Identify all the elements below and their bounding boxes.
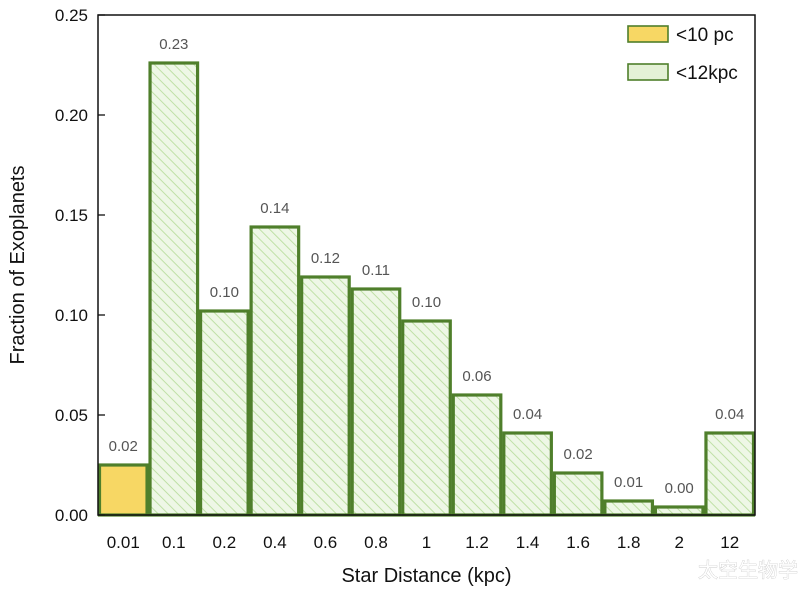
legend-label: <10 pc: [676, 25, 734, 46]
x-tick-label: 0.01: [107, 533, 140, 552]
x-axis: 0.01 0.1 0.2 0.4 0.6 0.8 1 1.2 1.4 1.6 1.8 2 12: [107, 533, 739, 552]
y-tick-label: 0.10: [55, 306, 88, 325]
plot-frame: [97, 14, 756, 516]
bar-value-label: 0.04: [513, 406, 542, 423]
bar-1: [401, 319, 452, 517]
bar-1_6: [552, 471, 604, 517]
x-tick-label: 0.2: [213, 533, 237, 552]
x-tick-label: 12: [720, 533, 739, 552]
y-tick-label: 0.00: [55, 506, 88, 525]
y-tick-label: 0.15: [55, 206, 88, 225]
bar-value-label: 0.02: [109, 438, 138, 455]
x-tick-label: 0.8: [364, 533, 388, 552]
y-axis-title: Fraction of Exoplanets: [7, 166, 29, 365]
bar-value-label: 0.00: [665, 480, 694, 497]
bars-group: [97, 61, 756, 517]
bar-1_8: [603, 499, 655, 517]
bar-value-label: 0.23: [159, 36, 188, 53]
bar-0_01: [97, 463, 149, 517]
bar-0_4: [249, 225, 301, 517]
y-axis: 0.00 0.05 0.10 0.15 0.20 0.25: [55, 6, 105, 525]
x-tick-label: 1.4: [516, 533, 540, 552]
bar-12: [704, 431, 756, 517]
y-tick-label: 0.25: [55, 6, 88, 25]
bar-value-label: 0.10: [210, 284, 239, 301]
bar-value-label: 0.14: [260, 200, 289, 217]
y-tick-label: 0.20: [55, 106, 88, 125]
bar-value-label: 0.12: [311, 250, 340, 267]
y-tick-label: 0.05: [55, 406, 88, 425]
bar-0_2: [198, 309, 250, 517]
bar-1_4: [502, 431, 553, 517]
x-axis-title: Star Distance (kpc): [341, 565, 511, 587]
bar-value-label: 0.02: [564, 446, 593, 463]
bar-value-label: 0.01: [614, 474, 643, 491]
bar-0_6: [300, 275, 351, 517]
watermark-text: 太空生物学: [698, 558, 798, 582]
x-tick-label: 1.2: [465, 533, 489, 552]
legend: <10 pc <12kpc: [627, 25, 738, 84]
x-tick-label: 0.6: [314, 533, 338, 552]
x-tick-label: 1: [422, 533, 431, 552]
x-tick-label: 0.4: [263, 533, 287, 552]
bar-labels-group: 0.02 0.23 0.10 0.14 0.12 0.11 0.10 0.06 0.04 0.02…: [109, 36, 745, 497]
legend-swatch: [627, 63, 669, 81]
bar-1_2: [451, 393, 503, 517]
legend-swatch: [627, 25, 669, 43]
bar-value-label: 0.04: [715, 406, 744, 423]
bar-value-label: 0.11: [362, 262, 390, 279]
bar-0_8: [350, 287, 402, 517]
bar-2: [653, 505, 705, 517]
x-tick-label: 0.1: [162, 533, 186, 552]
x-tick-label: 1.6: [566, 533, 590, 552]
x-tick-label: 1.8: [617, 533, 641, 552]
legend-label: <12kpc: [676, 63, 738, 84]
bar-0_1: [148, 61, 200, 517]
bar-value-label: 0.06: [462, 368, 491, 385]
x-tick-label: 2: [674, 533, 683, 552]
bar-value-label: 0.10: [412, 294, 441, 311]
